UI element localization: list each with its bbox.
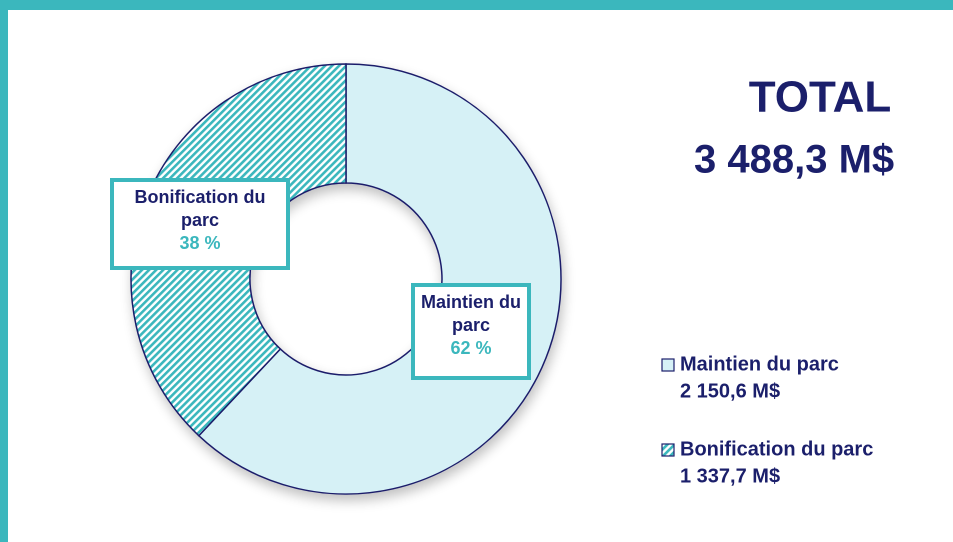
legend: Maintien du parc 2 150,6 M$ Bonification d… [661,353,873,487]
legend-amount: 1 337,7 M$ [680,465,780,487]
legend-swatch [661,443,675,457]
label-box [110,178,290,270]
legend-amount: 2 150,6 M$ [680,380,780,402]
legend-label: Maintien du parc [680,353,839,375]
label-text: Maintien du parc 62 % [421,285,521,360]
legend-label: Bonification du parc [680,438,873,460]
label-content: Maintien du parc 62 % [421,285,521,360]
legend-swatch [661,358,675,372]
label-text: Bonification du parc 38 % [125,180,275,255]
label-category: Maintien du parc [421,292,521,335]
label-percent: 62 % [450,338,492,358]
label-box [411,283,531,380]
labels: Maintien du parc 62 % Bonification du parc… [110,178,531,380]
label-percent: 38 % [179,233,221,253]
total-title: TOTAL [749,73,892,122]
label-category: Bonification du parc [134,187,266,230]
label-content: Bonification du parc 38 % [125,180,275,255]
donut-slice [197,63,562,495]
total-value: 3 488,3 M$ [694,138,894,182]
